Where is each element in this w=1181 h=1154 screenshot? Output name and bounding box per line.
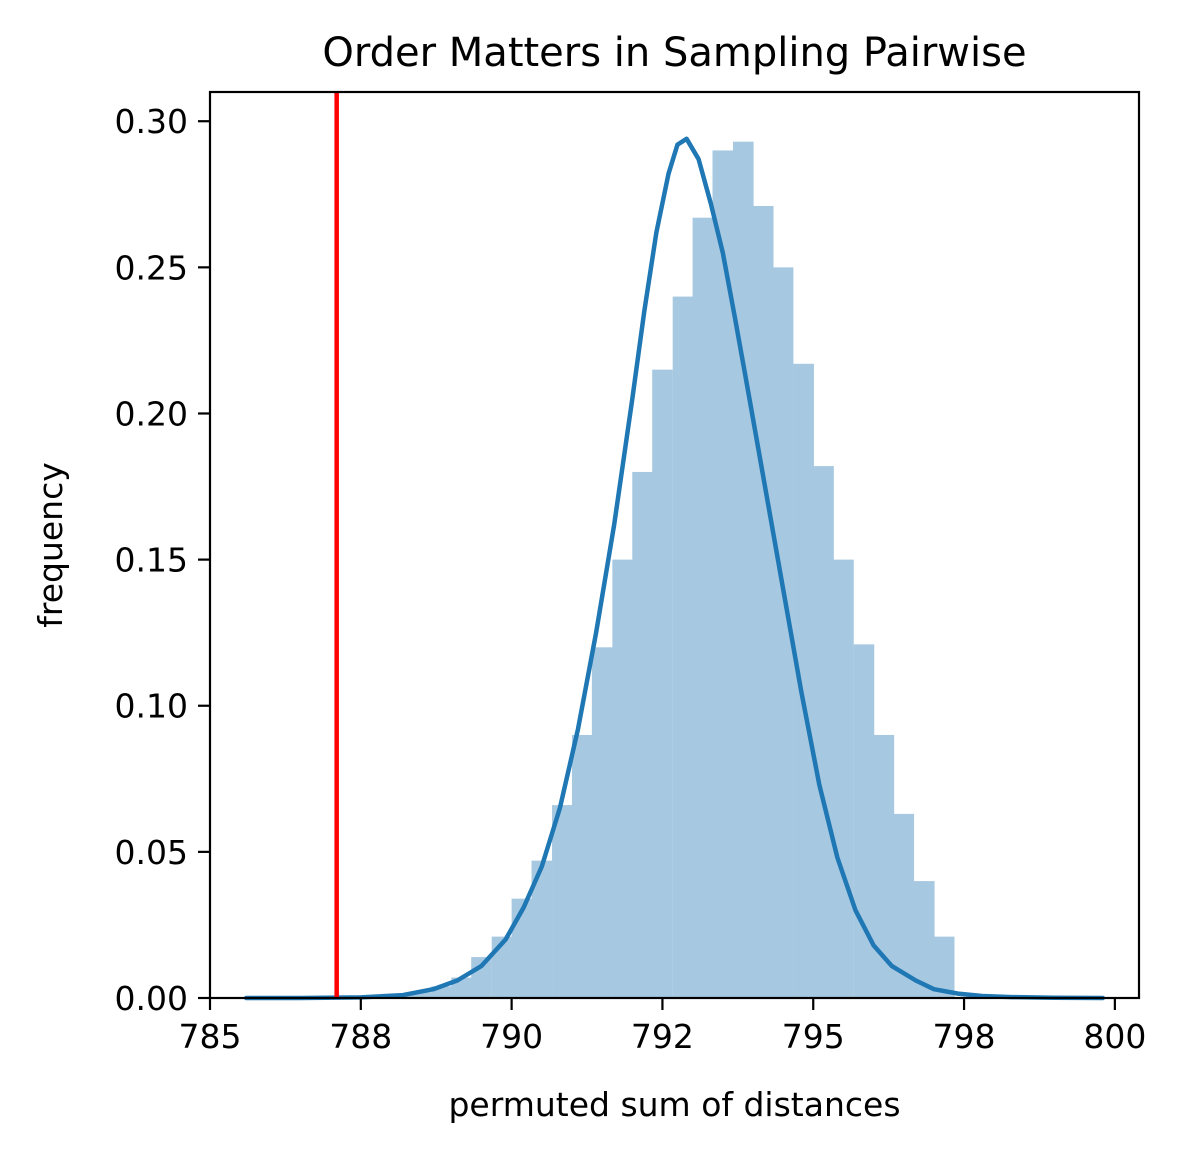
y-tick-label: 0.30: [115, 102, 188, 141]
histogram-bar: [913, 881, 935, 998]
x-tick-label: 795: [782, 1017, 845, 1056]
histogram-bar: [652, 369, 673, 999]
histogram-bar: [632, 471, 653, 998]
chart-title: Order Matters in Sampling Pairwise: [322, 30, 1026, 76]
x-tick-label: 790: [480, 1017, 543, 1056]
y-tick-label: 0.05: [115, 833, 188, 872]
y-axis-ticks: 0.00 0.05 0.10 0.15 0.20 0.25 0.30: [115, 102, 210, 1018]
histogram-bar: [672, 296, 694, 998]
histogram-bar: [712, 150, 734, 999]
histogram-bar: [752, 205, 774, 998]
histogram-bars: [390, 141, 955, 999]
histogram-bar: [552, 805, 573, 998]
y-tick-label: 0.10: [115, 687, 188, 726]
histogram-bar: [833, 559, 854, 998]
x-axis-ticks: 785 788 790 792 795 798 800: [179, 998, 1146, 1056]
y-tick-label: 0.25: [115, 248, 188, 287]
y-tick-label: 0.00: [115, 979, 188, 1018]
histogram-bar: [410, 992, 432, 998]
x-tick-label: 798: [933, 1017, 996, 1056]
histogram-bar: [893, 813, 915, 998]
histogram-bar: [431, 986, 452, 998]
y-tick-label: 0.15: [115, 541, 188, 580]
histogram-bar: [793, 363, 814, 998]
x-tick-label: 785: [179, 1017, 242, 1056]
x-tick-label: 800: [1083, 1017, 1146, 1056]
y-axis-label: frequency: [31, 462, 70, 628]
plot-frame: [208, 90, 1141, 1000]
kde-curve-group: [243, 136, 1106, 1001]
histogram-bar: [933, 936, 955, 998]
histogram-bar: [853, 644, 875, 998]
histogram-bar: [873, 734, 895, 998]
x-tick-label: 788: [329, 1017, 392, 1056]
histogram-bar: [531, 860, 553, 998]
y-tick-label: 0.20: [115, 394, 188, 433]
histogram-bar: [692, 217, 714, 999]
x-axis-label: permuted sum of distances: [448, 1085, 900, 1124]
histogram-bar: [612, 559, 633, 998]
histogram-bar: [733, 141, 754, 999]
histogram-bar: [813, 466, 834, 998]
x-tick-label: 792: [631, 1017, 694, 1056]
histogram-bar: [591, 647, 613, 998]
histogram-bar: [772, 267, 794, 998]
kde-line: [243, 136, 1106, 1001]
histogram-bar: [571, 734, 593, 998]
